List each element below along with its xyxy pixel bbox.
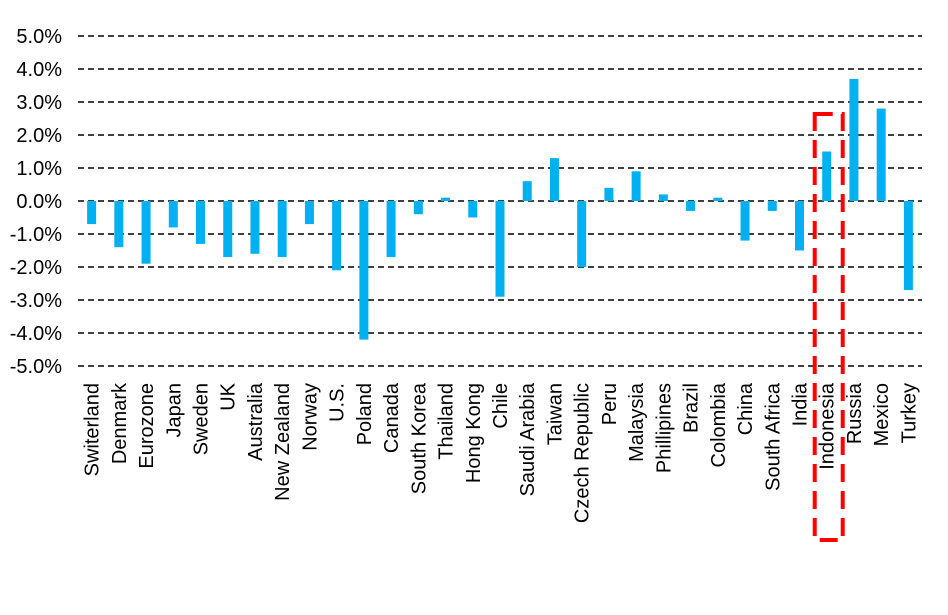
y-tick-label: -4.0% bbox=[10, 323, 62, 345]
category-label: Colombia bbox=[708, 382, 730, 467]
bar-malaysia bbox=[631, 171, 641, 201]
category-label: Mexico bbox=[871, 383, 893, 446]
bar-poland bbox=[359, 201, 369, 340]
bar-sweden bbox=[196, 201, 206, 244]
bar-brazil bbox=[686, 201, 696, 211]
bar-taiwan bbox=[549, 158, 559, 201]
category-label: Sweden bbox=[191, 383, 213, 455]
bar-australia bbox=[250, 201, 260, 254]
bar-new-zealand bbox=[277, 201, 287, 258]
category-label: Japan bbox=[163, 383, 185, 438]
bar-thailand bbox=[441, 197, 451, 201]
bar-india bbox=[794, 201, 804, 251]
bar-south-korea bbox=[413, 201, 423, 215]
bars bbox=[87, 78, 913, 340]
category-label: New Zealand bbox=[272, 383, 294, 501]
category-label: Australia bbox=[245, 382, 267, 461]
y-tick-label: 1.0% bbox=[16, 158, 62, 180]
y-tick-label: 0.0% bbox=[16, 191, 62, 213]
bar-saudi-arabia bbox=[522, 181, 532, 201]
bar-japan bbox=[168, 201, 178, 228]
category-label: Chile bbox=[490, 383, 512, 429]
y-tick-label: -1.0% bbox=[10, 224, 62, 246]
category-label: Phillipines bbox=[653, 383, 675, 473]
category-label: Hong Kong bbox=[463, 383, 485, 483]
bar-czech-republic bbox=[577, 201, 587, 267]
category-label: Thailand bbox=[436, 383, 458, 460]
category-label: South Korea bbox=[408, 382, 430, 494]
category-label: Russia bbox=[844, 382, 866, 444]
bar-colombia bbox=[713, 197, 723, 201]
bar-norway bbox=[304, 201, 314, 225]
category-label: Eurozone bbox=[136, 383, 158, 469]
bar-uk bbox=[223, 201, 233, 258]
y-tick-label: 2.0% bbox=[16, 125, 62, 147]
category-label: Canada bbox=[381, 382, 403, 453]
category-label: Brazil bbox=[681, 383, 703, 433]
category-label: Saudi Arabia bbox=[517, 382, 539, 496]
bar-canada bbox=[386, 201, 396, 258]
bar-turkey bbox=[903, 201, 913, 291]
bar-denmark bbox=[114, 201, 124, 248]
category-label: China bbox=[735, 382, 757, 435]
y-tick-label: -5.0% bbox=[10, 356, 62, 378]
bar-hong-kong bbox=[468, 201, 478, 218]
category-label: Czech Republic bbox=[572, 383, 594, 523]
category-label: U.S. bbox=[327, 383, 349, 422]
category-label: Indonesia bbox=[817, 382, 839, 470]
bar-mexico bbox=[876, 108, 886, 201]
y-tick-label: -3.0% bbox=[10, 290, 62, 312]
category-label: Switerland bbox=[82, 383, 104, 476]
highlight-box-indonesia bbox=[812, 112, 845, 542]
bar-south-africa bbox=[767, 201, 777, 211]
bar-u-s- bbox=[332, 201, 342, 271]
category-label: Poland bbox=[354, 383, 376, 445]
bar-indonesia bbox=[822, 151, 832, 201]
y-tick-label: 5.0% bbox=[16, 26, 62, 48]
y-tick-label: 4.0% bbox=[16, 59, 62, 81]
category-label: Turkey bbox=[898, 383, 920, 443]
bar-peru bbox=[604, 187, 614, 201]
category-label: UK bbox=[218, 382, 240, 410]
category-label: Peru bbox=[599, 383, 621, 425]
bar-phillipines bbox=[658, 194, 668, 201]
category-labels: Switerland Denmark Eurozone Japan Sweden UK Au… bbox=[82, 382, 921, 523]
bar-chile bbox=[495, 201, 505, 297]
bar-switerland bbox=[87, 201, 97, 225]
y-tick-label: -2.0% bbox=[10, 257, 62, 279]
category-label: Taiwan bbox=[544, 383, 566, 445]
bar-china bbox=[740, 201, 750, 241]
highlight-box bbox=[812, 112, 845, 542]
bar-russia bbox=[849, 78, 859, 201]
category-label: Malaysia bbox=[626, 382, 648, 462]
bar-eurozone bbox=[141, 201, 151, 264]
y-axis-tick-labels: 5.0% 4.0% 3.0% 2.0% 1.0% 0.0% -1.0% -2.0% -3.0% -… bbox=[10, 26, 62, 378]
category-label: India bbox=[789, 382, 811, 426]
category-label: South Africa bbox=[762, 382, 784, 491]
category-label: Denmark bbox=[109, 382, 131, 464]
category-label: Norway bbox=[299, 383, 321, 451]
y-tick-label: 3.0% bbox=[16, 92, 62, 114]
